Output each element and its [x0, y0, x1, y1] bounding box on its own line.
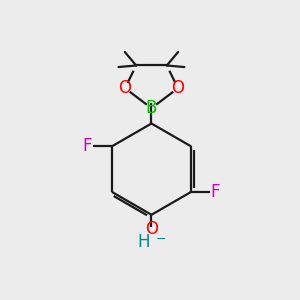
Text: F: F: [83, 137, 92, 155]
Text: O: O: [118, 79, 131, 97]
Text: O: O: [172, 79, 184, 97]
Text: −: −: [156, 233, 166, 246]
Text: B: B: [146, 99, 157, 117]
Text: H: H: [137, 233, 150, 251]
Text: F: F: [211, 183, 220, 201]
Text: O: O: [145, 220, 158, 238]
